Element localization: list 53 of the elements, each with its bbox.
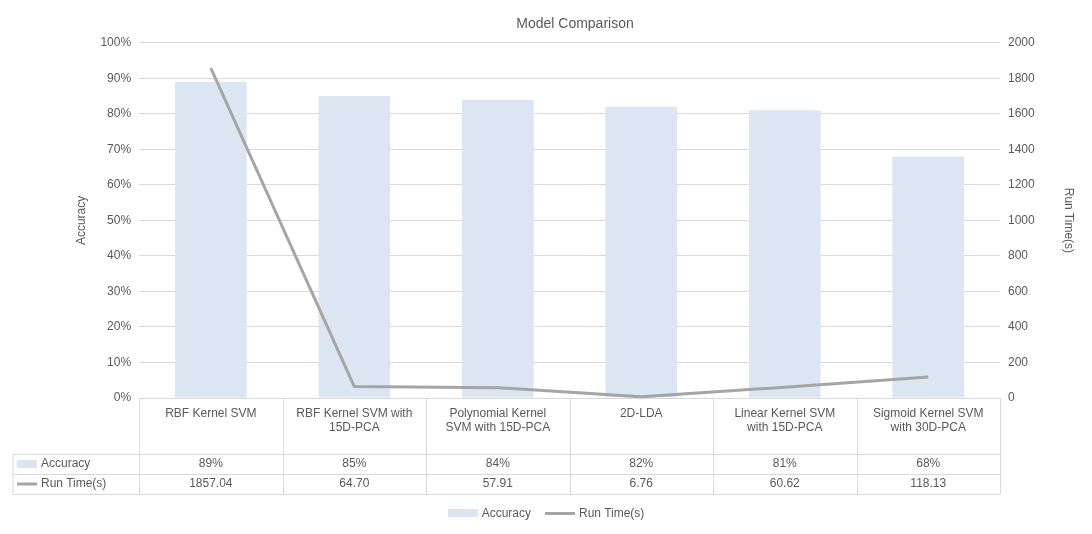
y2-tick-label: 200 — [1008, 354, 1029, 369]
chart-title: Model Comparison — [516, 15, 634, 32]
y-tick-label: 40% — [107, 248, 132, 263]
legend-label: Accuracy — [41, 456, 91, 471]
y-tick-label: 0% — [113, 390, 132, 405]
data-label: 84% — [485, 456, 511, 471]
bar — [461, 99, 534, 398]
bar — [748, 110, 821, 398]
x-tick-label: Polynomial Kernel SVM with 15D-PCA — [445, 405, 551, 434]
y2-tick-label: 1200 — [1008, 177, 1036, 192]
y2-tick-label: 2000 — [1008, 35, 1036, 50]
data-label: 68% — [916, 456, 941, 471]
data-label: 81% — [772, 456, 798, 471]
x-tick-label: RBF Kernel SVM — [165, 405, 257, 420]
data-label: 89% — [198, 456, 224, 471]
y-tick-label: 60% — [107, 177, 132, 192]
data-label: 64.70 — [339, 476, 370, 491]
data-label: 6.76 — [629, 476, 654, 491]
y-tick-label: 90% — [107, 70, 132, 85]
x-tick-label: RBF Kernel SVM with 15D-PCA — [296, 405, 413, 434]
x-tick-label: Sigmoid Kernel SVM with 30D-PCA — [872, 405, 984, 434]
y-axis-title: Accuracy — [73, 195, 88, 246]
bar — [605, 106, 678, 398]
y2-tick-label: 600 — [1008, 283, 1029, 298]
y2-tick-label: 400 — [1008, 319, 1029, 334]
y2-tick-label: 1400 — [1008, 141, 1036, 156]
legend-label: Run Time(s) — [579, 506, 645, 520]
data-label: 60.62 — [769, 476, 801, 491]
text: Run Time(s) — [41, 476, 107, 491]
y-tick-label: 20% — [107, 319, 132, 334]
y-tick-label: 100% — [100, 35, 132, 50]
bar — [318, 96, 391, 398]
data-label: 57.91 — [482, 476, 514, 491]
y-tick-label: 70% — [107, 141, 132, 156]
x-tick-label: Linear Kernel SVM with 15D-PCA — [734, 405, 836, 434]
y-tick-label: 80% — [107, 106, 132, 121]
y2-tick-label: 800 — [1008, 248, 1029, 263]
data-label: 1857.04 — [189, 476, 233, 491]
data-label: 118.13 — [910, 476, 947, 491]
y-tick-label: 10% — [107, 354, 132, 369]
data-label: 82% — [629, 456, 654, 471]
bar — [892, 156, 965, 398]
y-tick-label: 50% — [107, 212, 132, 227]
y2-axis-title: Run Time(s) — [1062, 187, 1077, 254]
y2-tick-label: 0 — [1008, 390, 1015, 405]
y-tick-label: 30% — [107, 283, 132, 298]
data-label: 85% — [342, 456, 367, 471]
text: Accuracy — [481, 506, 531, 520]
bar — [174, 81, 247, 398]
x-tick-label: 2D-LDA — [619, 405, 663, 420]
y2-tick-label: 1600 — [1008, 106, 1036, 121]
y2-tick-label: 1000 — [1008, 212, 1036, 227]
y2-tick-label: 1800 — [1008, 70, 1036, 85]
